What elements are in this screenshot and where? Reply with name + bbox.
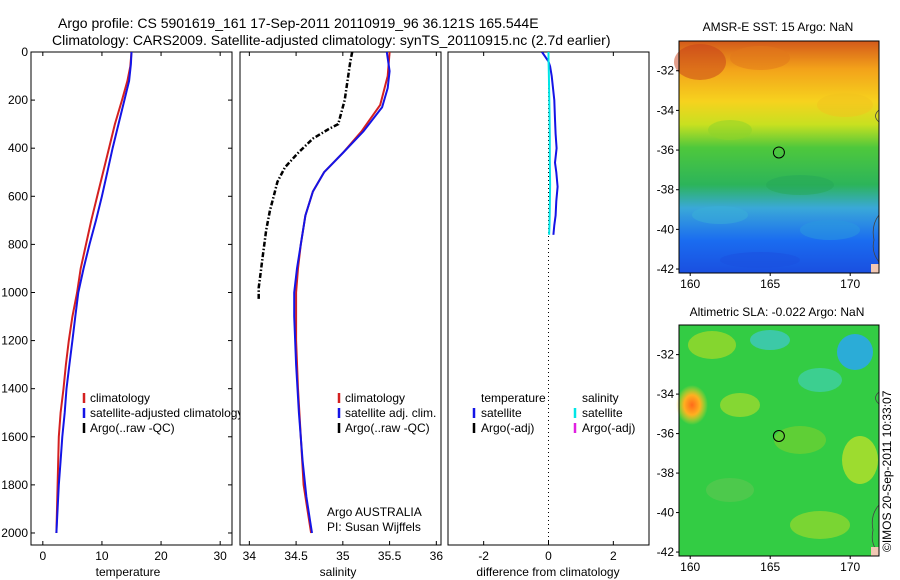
series-line-satellite <box>547 52 552 235</box>
map-ytick-label: -36 <box>657 143 675 157</box>
map-xtick-label: 170 <box>840 277 860 291</box>
salinity-axes <box>239 51 442 546</box>
legend-group-temperature: temperature <box>481 391 546 405</box>
sst-land-patch <box>871 264 879 273</box>
map-ytick-label: -34 <box>657 103 675 117</box>
difference-xlabel: difference from climatology <box>476 565 619 579</box>
series-line-climatology <box>55 52 133 534</box>
series-line-satellite-adj-clim- <box>293 52 391 534</box>
ytick-label: 1400 <box>1 382 28 396</box>
difference-lines <box>541 52 559 235</box>
map-ytick-label: -32 <box>657 64 675 78</box>
legend-diff-sal-argo: Argo(-adj) <box>582 421 635 435</box>
map-ytick-label: -42 <box>657 545 675 559</box>
legend-group-salinity: salinity <box>582 391 619 405</box>
xtick-label: 36 <box>430 549 444 563</box>
map-ytick-label: -36 <box>657 427 675 441</box>
map-xtick-label: 165 <box>760 277 780 291</box>
map-xtick-label: 160 <box>680 277 700 291</box>
map-ytick-label: -42 <box>657 262 675 276</box>
map-ytick-label: -38 <box>657 466 675 480</box>
salinity-lines <box>257 52 391 534</box>
ytick-label: 200 <box>8 93 28 107</box>
sst-argo-marker <box>772 146 785 159</box>
salinity-legend: climatology satellite adj. clim. Argo(..… <box>337 391 436 435</box>
ytick-label: 1000 <box>1 285 28 299</box>
xtick-label: 2 <box>610 549 617 563</box>
legend-sal-satellite: satellite adj. clim. <box>345 406 436 420</box>
ytick-label: 800 <box>8 237 28 251</box>
argo-pi-label: PI: Susan Wijffels <box>327 520 421 534</box>
ytick-label: 1600 <box>1 430 28 444</box>
legend-temp-satellite: satellite-adjusted climatology <box>90 406 243 420</box>
xtick-label: 0 <box>545 549 552 563</box>
xtick-label: -2 <box>478 549 489 563</box>
map-ytick-label: -38 <box>657 183 675 197</box>
legend-sal-climatology: climatology <box>345 391 405 405</box>
difference-legend: temperature satellite Argo(-adj) salinit… <box>472 391 635 435</box>
sla-argo-marker <box>772 429 785 442</box>
ytick-label: 400 <box>8 141 28 155</box>
temperature-panel: 0 10 20 30 0 200 400 600 800 1000 1200 1400 1600 1800… <box>1 45 243 579</box>
sst-texture <box>674 44 873 268</box>
temperature-xlabel: temperature <box>96 565 161 579</box>
ytick-label: 600 <box>8 189 28 203</box>
legend-sal-argo: Argo(..raw -QC) <box>345 421 430 435</box>
argo-program-label: Argo AUSTRALIA <box>327 505 422 519</box>
sst-land-edge <box>872 109 880 263</box>
xtick-label: 34 <box>243 549 257 563</box>
legend-temp-climatology: climatology <box>90 391 150 405</box>
sla-map-ticks: 160 165 170 -32 -34 -36 -38 -40 -42 <box>657 348 861 574</box>
map-ytick-label: -40 <box>657 506 675 520</box>
xtick-label: 10 <box>95 549 109 563</box>
sst-map-title: AMSR-E SST: 15 Argo: NaN <box>703 20 854 34</box>
series-line-argo-raw-qc- <box>257 52 354 300</box>
legend-diff-sal-satellite: satellite <box>582 406 623 420</box>
map-xtick-label: 170 <box>840 560 860 574</box>
sla-map-title: Altimetric SLA: -0.022 Argo: NaN <box>690 305 865 319</box>
map-ytick-label: -40 <box>657 222 675 236</box>
legend-temp-argo: Argo(..raw -QC) <box>90 421 175 435</box>
salinity-panel: 34 34.5 35 35.5 36 salinity climatology sate… <box>239 51 444 579</box>
map-xtick-label: 165 <box>760 560 780 574</box>
sst-map-ticks: 160 165 170 -32 -34 -36 -38 -40 -42 <box>657 64 861 291</box>
xtick-label: 30 <box>213 549 227 563</box>
sla-land-patch <box>871 547 879 556</box>
temperature-ticks: 0 10 20 30 0 200 400 600 800 1000 1200 1400 1600 1800… <box>1 45 232 563</box>
map-ytick-label: -34 <box>657 387 675 401</box>
temperature-legend: climatology satellite-adjusted climatolo… <box>82 391 243 435</box>
sst-map-panel: AMSR-E SST: 15 Argo: NaN 160 165 170 -32 -34… <box>657 20 880 291</box>
sla-map-frame <box>678 324 880 557</box>
sla-map-panel: Altimetric SLA: -0.022 Argo: NaN 160 165 1… <box>657 305 880 574</box>
sst-map-frame <box>678 40 880 274</box>
ytick-label: 1800 <box>1 478 28 492</box>
ytick-label: 1200 <box>1 334 28 348</box>
imos-watermark: ©IMOS 20-Sep-2011 10:33:07 <box>880 390 894 552</box>
salinity-xlabel: salinity <box>320 565 357 579</box>
xtick-label: 0 <box>39 549 46 563</box>
ytick-label: 2000 <box>1 526 28 540</box>
temperature-axes <box>30 51 233 546</box>
temperature-lines <box>55 52 133 534</box>
map-xtick-label: 160 <box>680 560 700 574</box>
difference-panel: -2 0 2 difference from climatology tempera… <box>447 51 650 579</box>
xtick-label: 35.5 <box>378 549 402 563</box>
xtick-label: 20 <box>154 549 168 563</box>
sla-texture <box>676 330 878 539</box>
legend-diff-temp-satellite: satellite <box>481 406 522 420</box>
ytick-label: 0 <box>21 45 28 59</box>
xtick-label: 35 <box>336 549 350 563</box>
figure-title-line2: Climatology: CARS2009. Satellite-adjuste… <box>52 32 610 48</box>
difference-axes <box>447 51 650 546</box>
xtick-label: 34.5 <box>284 549 308 563</box>
legend-diff-temp-argo: Argo(-adj) <box>481 421 534 435</box>
series-line-satellite-adjusted-climatology <box>55 52 133 534</box>
map-ytick-label: -32 <box>657 348 675 362</box>
figure-title-line1: Argo profile: CS 5901619_161 17-Sep-2011… <box>58 15 539 31</box>
